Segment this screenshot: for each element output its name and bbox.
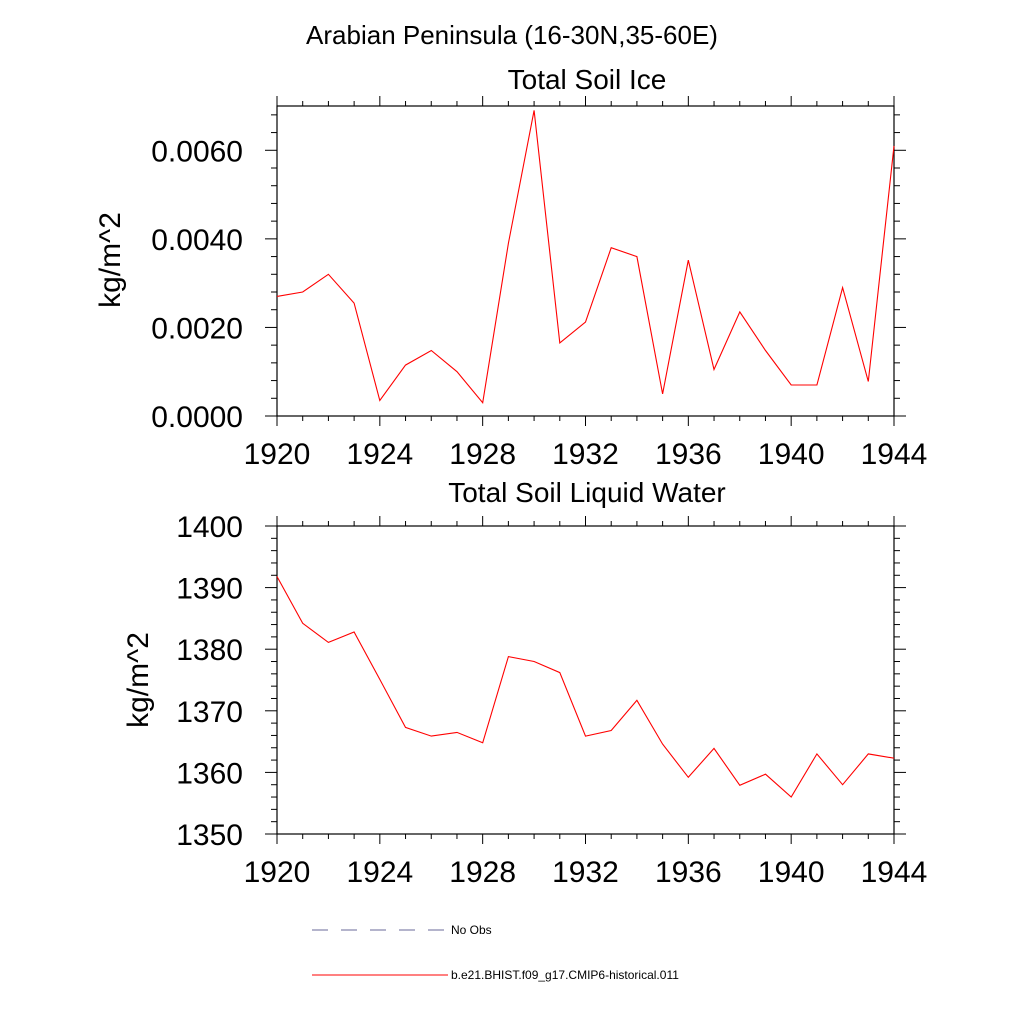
legend: No Obs b.e21.BHIST.f09_g17.CMIP6-histori… bbox=[312, 923, 679, 982]
y-tick-label: 0.0040 bbox=[151, 224, 243, 257]
y-axis-label-soil-liquid: kg/m^2 bbox=[122, 632, 155, 728]
x-tick-label: 1940 bbox=[758, 438, 825, 471]
series-line-soil-ice bbox=[276, 110, 895, 404]
series-line-soil-liquid bbox=[276, 576, 895, 798]
x-tick-label: 1924 bbox=[346, 856, 413, 889]
figure-suptitle: Arabian Peninsula (16-30N,35-60E) bbox=[306, 20, 718, 50]
legend-label-model-run: b.e21.BHIST.f09_g17.CMIP6-historical.011 bbox=[451, 968, 679, 982]
y-tick-label: 0.0000 bbox=[151, 401, 243, 434]
y-tick-label: 1370 bbox=[176, 696, 243, 729]
x-tick-label: 1932 bbox=[552, 438, 619, 471]
y-tick-label: 1390 bbox=[176, 573, 243, 606]
y-tick-label: 1350 bbox=[176, 819, 243, 852]
series-soil-ice bbox=[276, 110, 895, 404]
panel-total-soil-ice: Total Soil Ice kg/m^2 1920 1924 1928 1932 19… bbox=[94, 64, 927, 471]
panel-title-soil-liquid: Total Soil Liquid Water bbox=[448, 477, 726, 508]
plot-frame-soil-ice bbox=[276, 105, 895, 417]
series-soil-liquid bbox=[276, 576, 895, 798]
x-tick-label: 1924 bbox=[346, 438, 413, 471]
y-tick-label: 1400 bbox=[176, 511, 243, 544]
y-tick-label: 0.0060 bbox=[151, 135, 243, 168]
x-tick-label: 1920 bbox=[244, 438, 311, 471]
x-tick-label: 1920 bbox=[244, 856, 311, 889]
ticks-soil-liquid: 1920 1924 1928 1932 1936 1940 1944 1350 1360 1370… bbox=[176, 511, 927, 889]
y-axis-label-soil-ice: kg/m^2 bbox=[94, 212, 127, 308]
ticks-soil-ice: 1920 1924 1928 1932 1936 1940 1944 0.0000 0.0020… bbox=[151, 96, 927, 471]
x-tick-label: 1944 bbox=[861, 856, 928, 889]
y-tick-label: 0.0020 bbox=[151, 312, 243, 345]
x-tick-label: 1932 bbox=[552, 856, 619, 889]
y-tick-label: 1380 bbox=[176, 634, 243, 667]
y-tick-label: 1360 bbox=[176, 757, 243, 790]
x-tick-label: 1928 bbox=[449, 856, 516, 889]
x-tick-label: 1936 bbox=[655, 856, 722, 889]
plot-frame-soil-liquid bbox=[276, 525, 895, 835]
panel-title-soil-ice: Total Soil Ice bbox=[508, 64, 667, 95]
legend-label-no-obs: No Obs bbox=[451, 923, 492, 937]
x-tick-label: 1936 bbox=[655, 438, 722, 471]
x-tick-label: 1928 bbox=[449, 438, 516, 471]
panel-total-soil-liquid-water: Total Soil Liquid Water kg/m^2 1920 1924 1… bbox=[122, 477, 927, 889]
x-tick-label: 1944 bbox=[861, 438, 928, 471]
x-tick-label: 1940 bbox=[758, 856, 825, 889]
